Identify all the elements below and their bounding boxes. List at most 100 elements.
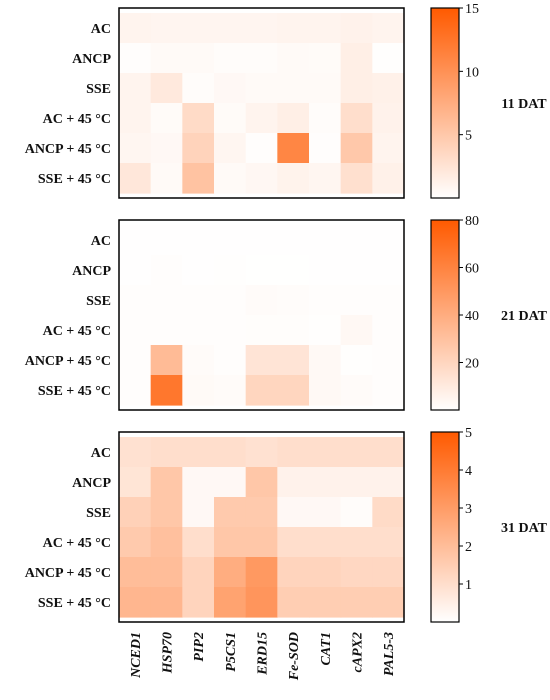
colorbar-tick-label: 5 — [465, 426, 472, 441]
heatmap-cell — [340, 13, 373, 44]
heatmap-cell — [340, 587, 373, 618]
heatmap-cell — [372, 527, 405, 558]
heatmap-cell — [150, 13, 183, 44]
heatmap-cell — [214, 527, 247, 558]
heatmap-cell — [277, 13, 310, 44]
heatmap-cell — [245, 43, 278, 74]
colorbar-tick-label: 20 — [465, 357, 479, 372]
heatmap-cell — [182, 375, 215, 406]
heatmap-cell — [150, 315, 183, 346]
colorbar-tick-label: 2 — [465, 540, 472, 555]
heatmap-cell — [214, 587, 247, 618]
heatmap-cell — [150, 345, 183, 376]
heatmap-cell — [182, 133, 215, 164]
heatmap-cell — [309, 345, 342, 376]
heatmap-cell — [277, 43, 310, 74]
heatmap-cell — [372, 285, 405, 316]
column-label: NCED1 — [129, 632, 144, 679]
heatmap-cell — [340, 163, 373, 194]
heatmap-cell — [182, 73, 215, 104]
heatmap-cell — [214, 13, 247, 44]
heatmap-cell — [245, 133, 278, 164]
heatmap-cell — [372, 13, 405, 44]
colorbar — [430, 219, 460, 411]
heatmap-cell — [150, 103, 183, 134]
heatmap-cell — [245, 255, 278, 286]
heatmap-cell — [340, 467, 373, 498]
heatmap-cell — [182, 557, 215, 588]
heatmap-cell — [119, 497, 152, 528]
colorbar-tick-label: 60 — [465, 262, 479, 277]
heatmap-cell — [245, 437, 278, 468]
heatmap-cell — [309, 133, 342, 164]
heatmap-cell — [340, 315, 373, 346]
heatmap-cell — [372, 557, 405, 588]
heatmap-cell — [119, 437, 152, 468]
row-label: ANCP + 45 °C — [25, 566, 111, 581]
heatmap-cell — [309, 375, 342, 406]
colorbar-tick-label: 1 — [465, 578, 472, 593]
heatmap-cell — [214, 73, 247, 104]
heatmap-cell — [372, 315, 405, 346]
heatmap-cell — [309, 557, 342, 588]
heatmap-cell — [340, 225, 373, 256]
row-label: SSE — [86, 506, 111, 521]
heatmap-cell — [372, 497, 405, 528]
heatmap-cell — [309, 255, 342, 286]
heatmap-cell — [277, 163, 310, 194]
heatmap-cell — [340, 497, 373, 528]
heatmap-cell — [372, 133, 405, 164]
heatmap-cell — [309, 225, 342, 256]
row-label: SSE + 45 °C — [38, 596, 111, 611]
heatmap-cell — [150, 467, 183, 498]
heatmap-cell — [245, 527, 278, 558]
heatmap-cell — [119, 345, 152, 376]
heatmap-cell — [372, 163, 405, 194]
colorbar — [430, 431, 460, 623]
heatmap-cell — [340, 133, 373, 164]
heatmap-cell — [214, 497, 247, 528]
heatmap-cell — [182, 255, 215, 286]
panel-label: 21 DAT — [501, 309, 548, 324]
heatmap-cell — [150, 133, 183, 164]
heatmap-cell — [119, 225, 152, 256]
heatmap-cell — [119, 587, 152, 618]
heatmap-cell — [245, 285, 278, 316]
row-label: AC + 45 °C — [43, 324, 111, 339]
row-label: ANCP + 45 °C — [25, 354, 111, 369]
heatmap-cell — [119, 43, 152, 74]
row-label: SSE — [86, 82, 111, 97]
colorbar-tick-label: 10 — [465, 65, 479, 80]
heatmap-cell — [340, 73, 373, 104]
row-label: SSE — [86, 294, 111, 309]
heatmap-cell — [150, 587, 183, 618]
heatmap-cell — [245, 497, 278, 528]
panel-frame — [118, 219, 405, 411]
heatmap-cell — [277, 225, 310, 256]
colorbar-tick-label: 4 — [465, 464, 472, 479]
row-label: AC — [91, 446, 111, 461]
heatmap-cell — [277, 73, 310, 104]
heatmap-cell — [277, 527, 310, 558]
heatmap-cell — [214, 315, 247, 346]
heatmap-cell — [245, 345, 278, 376]
heatmap-cell — [277, 557, 310, 588]
heatmap-cell — [214, 345, 247, 376]
row-label: SSE + 45 °C — [38, 172, 111, 187]
heatmap-cell — [309, 527, 342, 558]
heatmap-cell — [119, 13, 152, 44]
heatmap-cell — [340, 375, 373, 406]
column-label: CAT1 — [319, 632, 334, 665]
heatmap-cell — [245, 103, 278, 134]
heatmap-cell — [150, 375, 183, 406]
heatmap-cell — [245, 163, 278, 194]
heatmap-cell — [119, 73, 152, 104]
column-label: Fe-SOD — [287, 632, 302, 681]
heatmap-cell — [150, 285, 183, 316]
heatmap-cell — [309, 285, 342, 316]
heatmap-cell — [277, 315, 310, 346]
panel-label: 11 DAT — [501, 97, 547, 112]
heatmap-cell — [309, 437, 342, 468]
colorbar-tick-label: 3 — [465, 502, 472, 517]
